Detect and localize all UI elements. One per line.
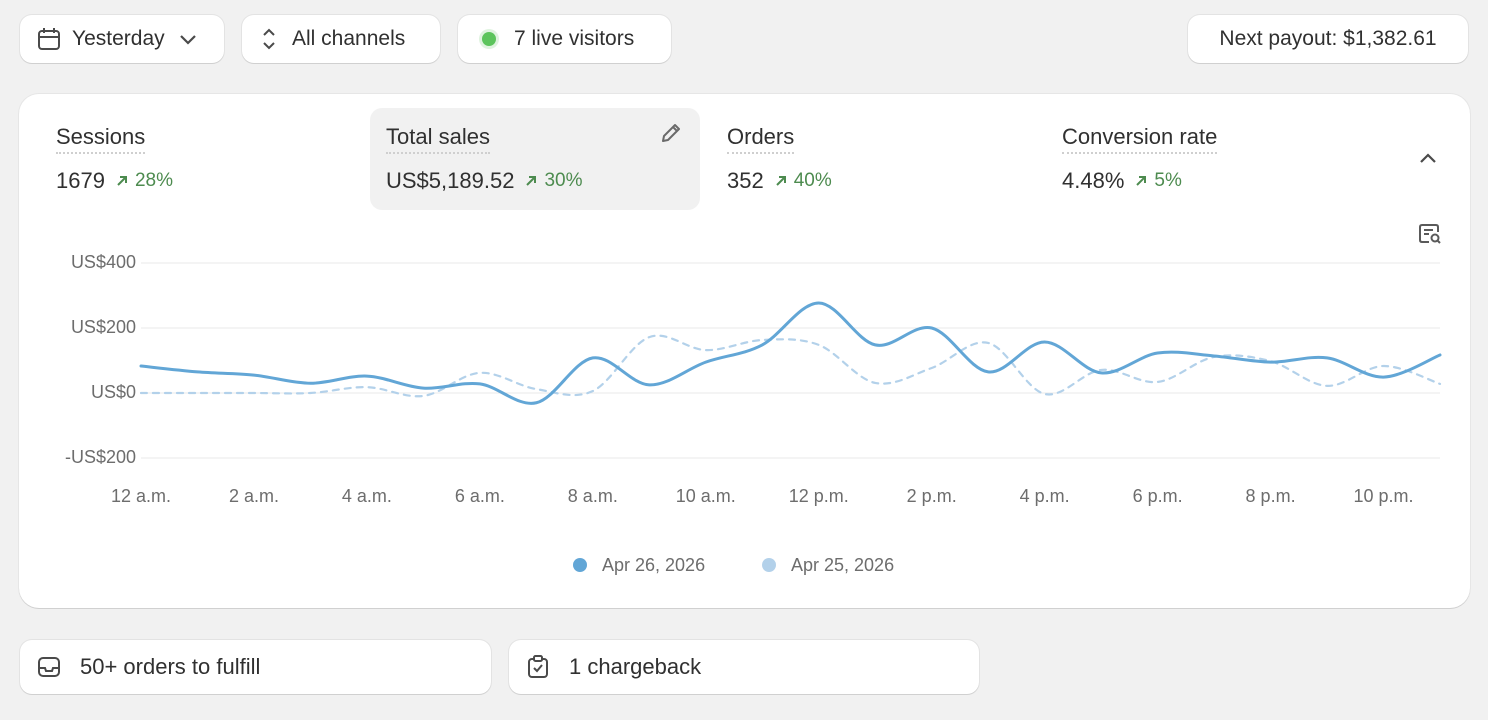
payout-label: Next payout: $1,382.61 [1219,27,1437,50]
filter-label: All channels [292,27,406,50]
task-label: 50+ orders to fulfill [80,654,261,679]
metric-value: 4.48% [1062,168,1125,193]
report-icon[interactable] [1417,221,1443,247]
metric-value-row: 1679 28% [56,168,173,194]
channel-filter[interactable]: All channels [242,15,440,63]
chevron-down [179,35,196,45]
metric-value: 352 [727,168,764,193]
inbox-icon [38,657,60,677]
metric-label: Sessions [56,124,146,154]
task-card[interactable]: 1 chargeback [509,640,979,694]
metric-tab[interactable]: Sessions 1679 28% [40,108,370,210]
up-arrow [526,176,537,186]
metric-value-row: 352 40% [727,168,832,194]
metric-value-row: US$5,189.52 30% [386,168,582,194]
live-dot [479,29,499,49]
metric-change: 30% [544,170,583,191]
collapse-icon[interactable] [1416,147,1440,171]
metric-value: US$5,189.52 [386,168,515,193]
metric-change: 40% [793,170,832,191]
task-label: 1 chargeback [569,654,702,679]
sort-icon [263,28,275,50]
edit-icon[interactable] [658,120,684,146]
up-arrow [1136,176,1147,186]
metric-tab[interactable]: Total sales US$5,189.52 30% [370,108,700,210]
metric-value: 1679 [56,168,105,193]
analytics-card: Sessions 1679 28% Total sales US$5,189.52… [19,94,1470,608]
live-visitors[interactable]: 7 live visitors [458,15,671,63]
metric-change: 28% [134,170,173,191]
task-card[interactable]: 50+ orders to fulfill [20,640,491,694]
metric-tab[interactable]: Conversion rate 4.48% 5% [1046,108,1376,210]
metric-label: Orders [727,124,795,154]
payout-button[interactable]: Next payout: $1,382.61 [1188,15,1468,63]
metric-value-row: 4.48% 5% [1062,168,1182,194]
metric-change: 5% [1154,170,1182,191]
metric-tab[interactable]: Orders 352 40% [711,108,1041,210]
up-arrow [117,176,127,186]
date-filter[interactable]: Yesterday [20,15,224,63]
filter-label: Yesterday [72,27,165,50]
metric-label: Conversion rate [1062,124,1218,154]
clipboard-icon [528,655,548,678]
filter-label: 7 live visitors [514,27,635,50]
calendar-icon [38,28,60,50]
metric-label: Total sales [386,124,490,154]
up-arrow [776,176,786,186]
